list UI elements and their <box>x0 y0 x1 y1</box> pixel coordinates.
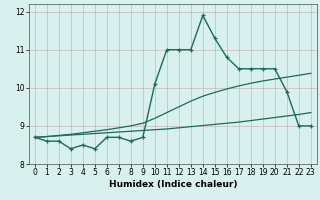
X-axis label: Humidex (Indice chaleur): Humidex (Indice chaleur) <box>108 180 237 189</box>
